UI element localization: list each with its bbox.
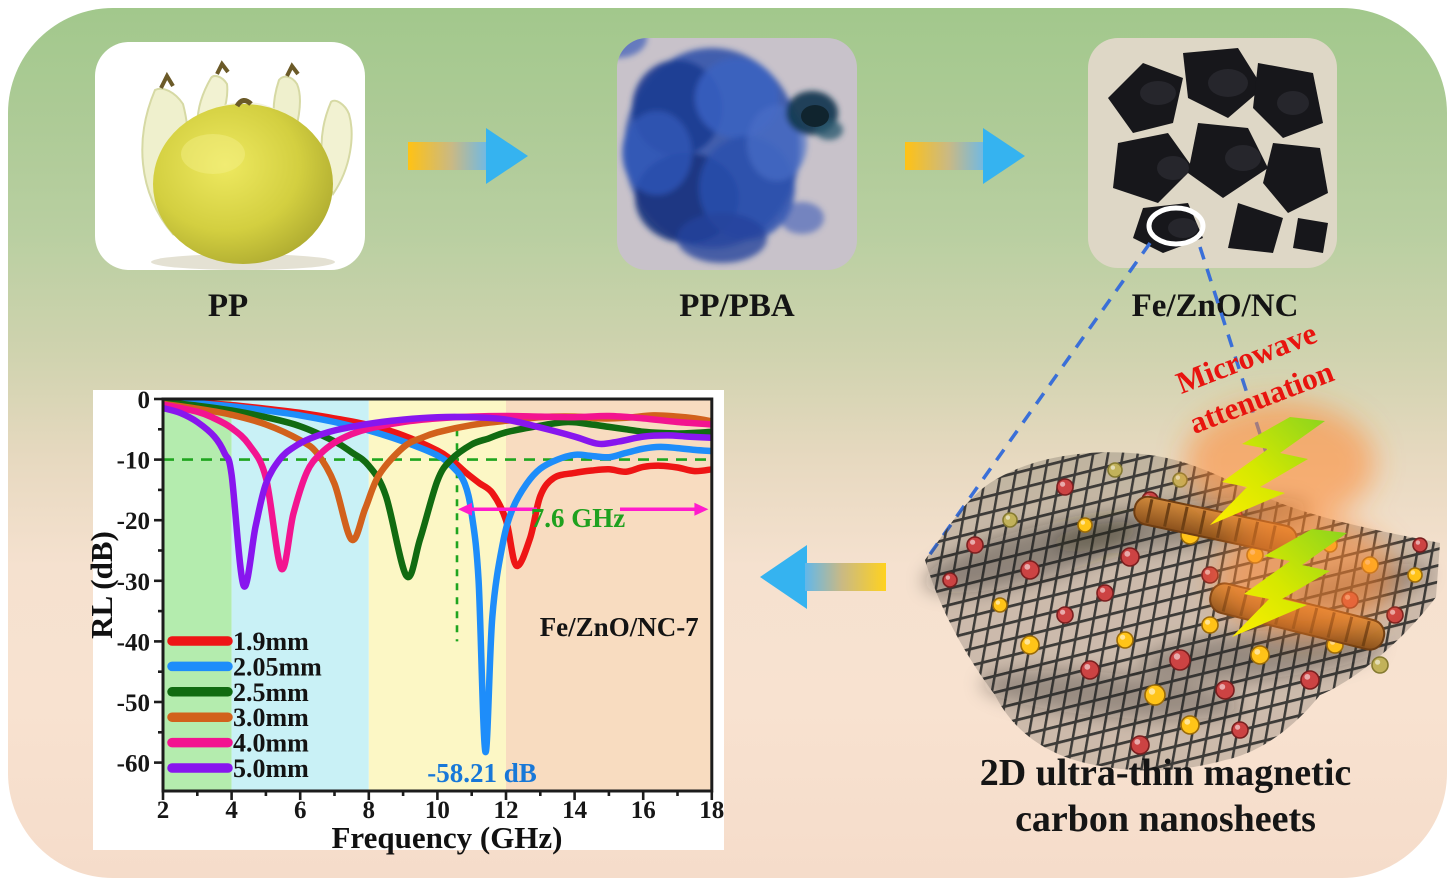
svg-text:18: 18 (699, 797, 724, 824)
pomelo-illustration (141, 60, 353, 270)
svg-text:14: 14 (562, 797, 588, 824)
pba-illustration (617, 38, 843, 263)
sample-highlight-ellipse (1146, 205, 1206, 247)
nanosheet-caption: 2D ultra-thin magnetic carbon nanosheets (933, 750, 1398, 842)
flow-arrow-right-1 (408, 128, 528, 184)
series-2.5mm (163, 399, 712, 581)
legend-label-5.0mm: 5.0mm (233, 754, 309, 783)
svg-text:-50: -50 (117, 690, 150, 717)
flow-arrow-left (760, 545, 886, 609)
chart-series-group (163, 399, 712, 756)
svg-text:0: 0 (138, 387, 151, 414)
svg-text:-40: -40 (117, 629, 150, 656)
svg-text:-20: -20 (117, 508, 150, 535)
svg-text:-10: -10 (117, 448, 150, 475)
svg-text:-30: -30 (117, 569, 150, 596)
rl-frequency-chart: 2 4 6 8 10 12 14 16 18 0 -10 -20 -30 -40 -50 -60 Frequen… (84, 370, 735, 880)
sample-name-label: Fe/ZnO/NC-7 (540, 612, 699, 642)
svg-text:4: 4 (225, 797, 238, 824)
photo-tile-fe-zno-nc (1088, 38, 1337, 268)
photo-tile-pomelo (95, 42, 365, 270)
tick-labels: 2 4 6 8 10 12 14 16 18 0 -10 -20 -30 -40 -50 -60 (117, 387, 725, 824)
step-label-pp: PP (207, 288, 249, 324)
black-powder-illustration (1108, 48, 1328, 253)
chart-svg: 2 4 6 8 10 12 14 16 18 0 -10 -20 -30 -40 -50 -60 Frequen… (84, 387, 725, 855)
photo-tile-pp-pba (617, 38, 857, 270)
y-axis-label: RL (dB) (90, 531, 119, 639)
legend-label-1.9mm: 1.9mm (233, 627, 309, 656)
bandwidth-arrow (458, 502, 709, 516)
legend-label-2.5mm: 2.5mm (233, 678, 309, 707)
svg-text:16: 16 (631, 797, 656, 824)
svg-text:10: 10 (425, 797, 450, 824)
frequency-band (231, 399, 369, 791)
caption-line2: carbon nanosheets (1015, 798, 1316, 840)
svg-text:2: 2 (157, 797, 170, 824)
legend-label-3.0mm: 3.0mm (233, 703, 309, 732)
min-rl-value-label: -58.21 dB (427, 758, 537, 788)
svg-text:12: 12 (494, 797, 519, 824)
series-5.0mm (163, 404, 712, 590)
svg-text:-60: -60 (117, 751, 150, 778)
caption-line1: 2D ultra-thin magnetic (979, 752, 1352, 794)
step-label-pp-pba: PP/PBA (679, 288, 795, 324)
svg-text:6: 6 (294, 797, 307, 824)
chart-canvas: 2 4 6 8 10 12 14 16 18 0 -10 -20 -30 -40 -50 -60 Frequen… (84, 370, 735, 885)
axis-ticks (154, 397, 714, 800)
legend-label-2.05mm: 2.05mm (233, 652, 322, 681)
flow-arrow-right-2 (905, 128, 1025, 184)
bandwidth-value-label: 7.6 GHz (531, 503, 626, 533)
series-2.05mm (163, 399, 712, 756)
legend-label-4.0mm: 4.0mm (233, 729, 309, 758)
svg-text:8: 8 (363, 797, 376, 824)
frequency-band (163, 399, 232, 791)
series-4.0mm (163, 401, 712, 573)
x-axis-label: Frequency (GHz) (331, 820, 562, 855)
